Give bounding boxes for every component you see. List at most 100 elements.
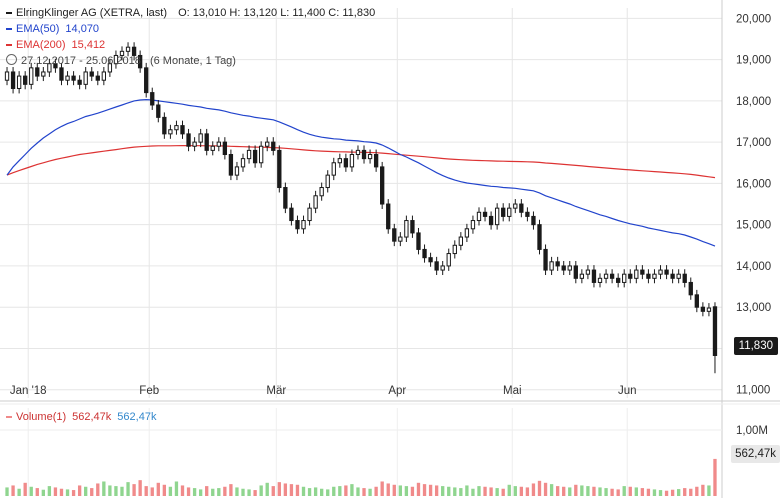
candle: [676, 269, 681, 284]
candle-body: [59, 67, 64, 81]
candle-body: [355, 149, 361, 156]
volume-bar: [513, 486, 517, 496]
legend-ema200: EMA(200) 15,412: [6, 38, 105, 52]
candle-body: [712, 306, 718, 356]
candle: [585, 265, 591, 280]
volume-bar: [126, 482, 130, 496]
volume-bar: [574, 484, 578, 496]
volume-bar: [265, 482, 269, 496]
candle: [283, 182, 288, 214]
candle-body: [615, 277, 621, 283]
candle-body: [494, 207, 500, 226]
volume-bar: [168, 486, 173, 496]
candle: [162, 112, 167, 139]
candle-body: [458, 236, 464, 246]
candle: [252, 145, 258, 168]
candle-body: [440, 265, 445, 271]
candle: [664, 265, 669, 280]
volume-bar: [162, 484, 167, 496]
ema50-swatch: [6, 28, 12, 31]
candle-body: [531, 215, 536, 226]
volume-bar: [555, 486, 560, 496]
candle: [380, 161, 385, 209]
candle: [168, 124, 173, 139]
volume-bar: [235, 487, 239, 496]
candle-body: [174, 125, 179, 131]
candle-body: [452, 244, 457, 255]
ema200-label: EMA(200): [16, 39, 66, 51]
candle: [609, 269, 615, 284]
candle: [234, 161, 240, 181]
candle: [125, 42, 131, 57]
volume-label: Volume(1): [16, 411, 67, 423]
candle: [404, 215, 409, 242]
candle: [192, 137, 197, 152]
volume-bar: [35, 488, 39, 496]
y-tick-label: 20,000: [736, 13, 771, 25]
volume-bar: [90, 488, 94, 496]
volume-bar: [350, 484, 354, 496]
candle-body: [265, 141, 270, 147]
candle: [640, 265, 645, 280]
volume-bar: [592, 486, 596, 496]
volume-bar: [174, 481, 179, 496]
volume-bar: [11, 485, 15, 496]
candle-body: [676, 273, 681, 279]
candle-body: [543, 248, 548, 271]
volume-bar: [313, 487, 318, 496]
volume-bar: [628, 486, 632, 496]
volume-bar: [598, 487, 602, 496]
legend-instrument: ElringKlinger AG (XETRA, last) O: 13,010…: [6, 6, 375, 20]
candle-body: [258, 145, 264, 164]
instrument-swatch: [6, 12, 12, 15]
volume-bar: [71, 490, 76, 496]
candle: [470, 215, 476, 234]
candle: [537, 219, 542, 255]
volume-axis-label: 1,00M: [736, 425, 768, 437]
candle: [65, 71, 70, 86]
candle: [313, 190, 318, 214]
candle-body: [373, 154, 379, 168]
candle: [186, 128, 191, 152]
ohlc-readout: O: 13,010 H: 13,120 L: 11,400 C: 11,830: [178, 7, 376, 19]
clock-icon: [6, 54, 17, 65]
candle: [519, 199, 524, 218]
volume-bar: [664, 490, 669, 496]
volume-bar: [192, 488, 197, 496]
candle-body: [398, 236, 403, 242]
candle-body: [634, 269, 639, 279]
volume-tag: 562,47k: [731, 445, 780, 463]
volume-bar: [670, 489, 675, 496]
candle: [567, 260, 572, 276]
candle: [83, 67, 88, 90]
candle: [258, 141, 264, 168]
candle-body: [349, 154, 355, 168]
candle: [482, 207, 488, 222]
candle: [646, 269, 651, 284]
volume-bar: [604, 488, 608, 496]
candle: [398, 232, 403, 247]
candle-body: [319, 187, 324, 197]
y-tick-label: 15,000: [736, 220, 771, 232]
candle: [386, 199, 391, 234]
volume-bar: [138, 480, 142, 496]
volume-bar: [47, 486, 52, 496]
candle: [144, 62, 149, 98]
volume-bar: [259, 485, 263, 496]
volume-bar: [386, 483, 390, 496]
candle: [131, 42, 137, 61]
volume-bar: [441, 486, 445, 496]
candle-body: [162, 116, 167, 135]
x-tick-label: Apr: [388, 385, 406, 397]
candle: [531, 211, 536, 230]
candle: [682, 269, 687, 288]
volume-bar: [362, 488, 366, 496]
candle-body: [277, 149, 282, 189]
candle-body: [622, 273, 627, 283]
candle: [488, 211, 494, 230]
x-axis: Jan '18 Feb Mär Apr Mai Jun: [10, 385, 637, 397]
candle: [700, 302, 706, 317]
candle: [77, 75, 82, 90]
volume-bar: [562, 486, 566, 496]
